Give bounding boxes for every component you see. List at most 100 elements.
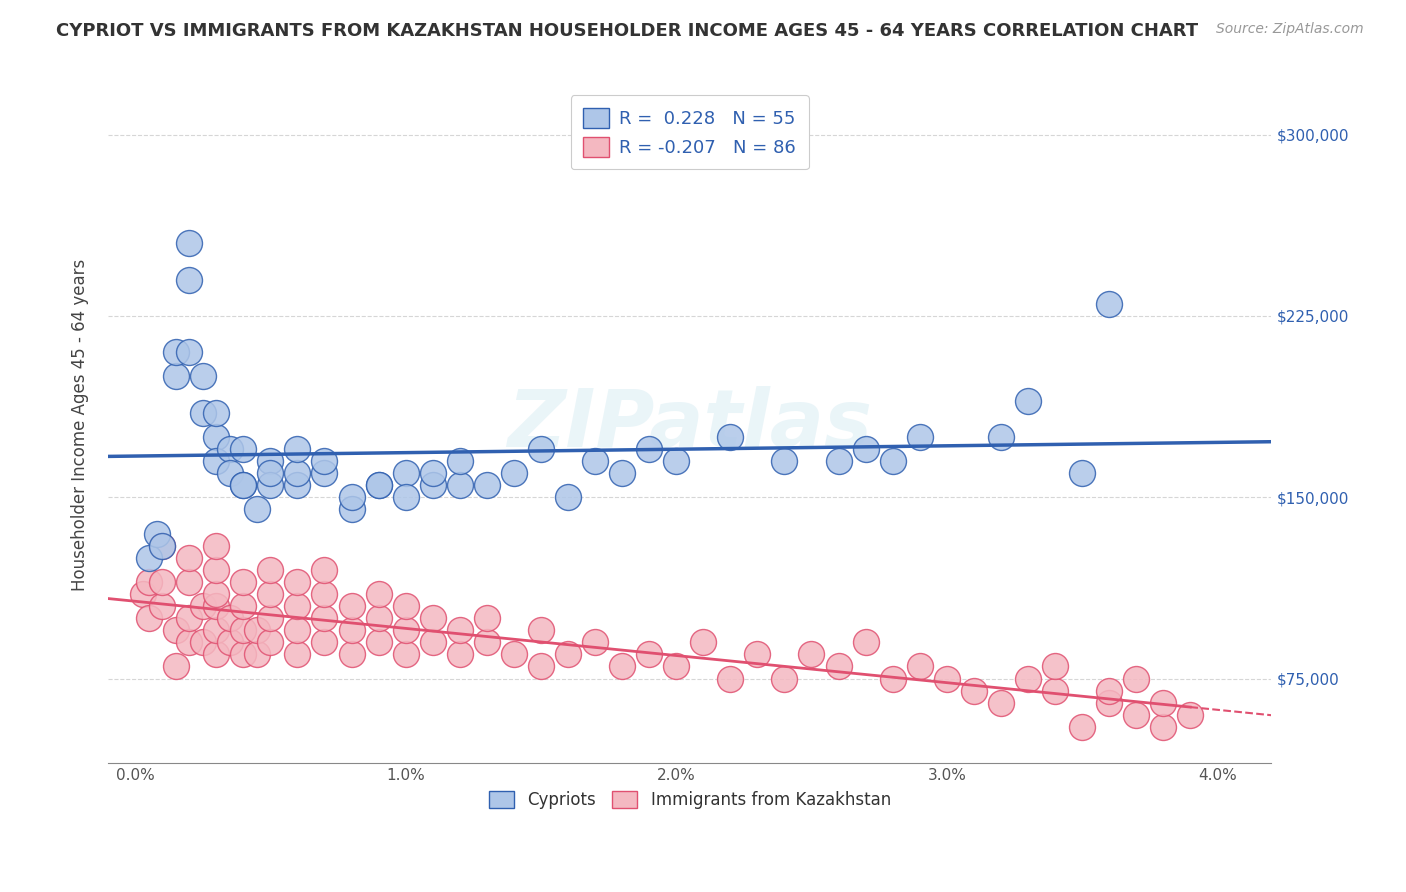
Point — [259, 454, 281, 468]
Point — [1098, 297, 1121, 311]
Point — [557, 648, 579, 662]
Point — [990, 696, 1012, 710]
Point — [150, 539, 173, 553]
Point — [314, 587, 336, 601]
Point — [827, 659, 849, 673]
Point — [990, 430, 1012, 444]
Point — [179, 273, 201, 287]
Point — [1017, 393, 1039, 408]
Point — [665, 454, 688, 468]
Point — [138, 611, 160, 625]
Point — [232, 478, 254, 492]
Point — [179, 345, 201, 359]
Point — [475, 478, 498, 492]
Point — [718, 430, 741, 444]
Point — [205, 430, 228, 444]
Point — [394, 648, 416, 662]
Point — [145, 526, 167, 541]
Point — [475, 635, 498, 649]
Point — [475, 611, 498, 625]
Point — [205, 406, 228, 420]
Point — [314, 454, 336, 468]
Point — [165, 345, 187, 359]
Text: ZIPatlas: ZIPatlas — [508, 385, 872, 464]
Point — [259, 466, 281, 480]
Point — [232, 623, 254, 637]
Point — [530, 623, 553, 637]
Point — [908, 430, 931, 444]
Point — [800, 648, 823, 662]
Text: CYPRIOT VS IMMIGRANTS FROM KAZAKHSTAN HOUSEHOLDER INCOME AGES 45 - 64 YEARS CORR: CYPRIOT VS IMMIGRANTS FROM KAZAKHSTAN HO… — [56, 22, 1198, 40]
Text: Source: ZipAtlas.com: Source: ZipAtlas.com — [1216, 22, 1364, 37]
Point — [855, 442, 877, 456]
Point — [583, 635, 606, 649]
Point — [287, 648, 309, 662]
Point — [314, 466, 336, 480]
Point — [394, 466, 416, 480]
Point — [138, 574, 160, 589]
Point — [205, 648, 228, 662]
Point — [394, 599, 416, 613]
Point — [150, 574, 173, 589]
Point — [422, 611, 444, 625]
Point — [246, 502, 269, 516]
Point — [259, 635, 281, 649]
Point — [422, 635, 444, 649]
Point — [232, 442, 254, 456]
Point — [530, 659, 553, 673]
Point — [502, 648, 524, 662]
Point — [259, 563, 281, 577]
Point — [179, 635, 201, 649]
Point — [1017, 672, 1039, 686]
Point — [259, 587, 281, 601]
Point — [179, 236, 201, 251]
Point — [218, 442, 240, 456]
Point — [287, 623, 309, 637]
Point — [191, 635, 214, 649]
Point — [232, 574, 254, 589]
Point — [1071, 720, 1094, 734]
Point — [287, 574, 309, 589]
Point — [747, 648, 769, 662]
Point — [530, 442, 553, 456]
Point — [422, 478, 444, 492]
Point — [638, 442, 661, 456]
Point — [232, 648, 254, 662]
Legend: Cypriots, Immigrants from Kazakhstan: Cypriots, Immigrants from Kazakhstan — [475, 778, 904, 822]
Point — [583, 454, 606, 468]
Point — [259, 478, 281, 492]
Point — [259, 611, 281, 625]
Point — [908, 659, 931, 673]
Point — [287, 442, 309, 456]
Point — [692, 635, 714, 649]
Point — [638, 648, 661, 662]
Point — [150, 539, 173, 553]
Point — [1125, 672, 1147, 686]
Point — [165, 369, 187, 384]
Point — [367, 478, 389, 492]
Point — [191, 406, 214, 420]
Y-axis label: Householder Income Ages 45 - 64 years: Householder Income Ages 45 - 64 years — [72, 259, 89, 591]
Point — [150, 599, 173, 613]
Point — [246, 623, 269, 637]
Point — [191, 599, 214, 613]
Point — [340, 502, 363, 516]
Point — [179, 611, 201, 625]
Point — [1125, 707, 1147, 722]
Point — [610, 659, 633, 673]
Point — [218, 611, 240, 625]
Point — [882, 672, 904, 686]
Point — [205, 539, 228, 553]
Point — [246, 648, 269, 662]
Point — [287, 599, 309, 613]
Point — [340, 490, 363, 504]
Point — [449, 648, 471, 662]
Point — [557, 490, 579, 504]
Point — [1180, 707, 1202, 722]
Point — [340, 599, 363, 613]
Point — [449, 454, 471, 468]
Point — [205, 563, 228, 577]
Point — [1043, 683, 1066, 698]
Point — [287, 478, 309, 492]
Point — [1098, 683, 1121, 698]
